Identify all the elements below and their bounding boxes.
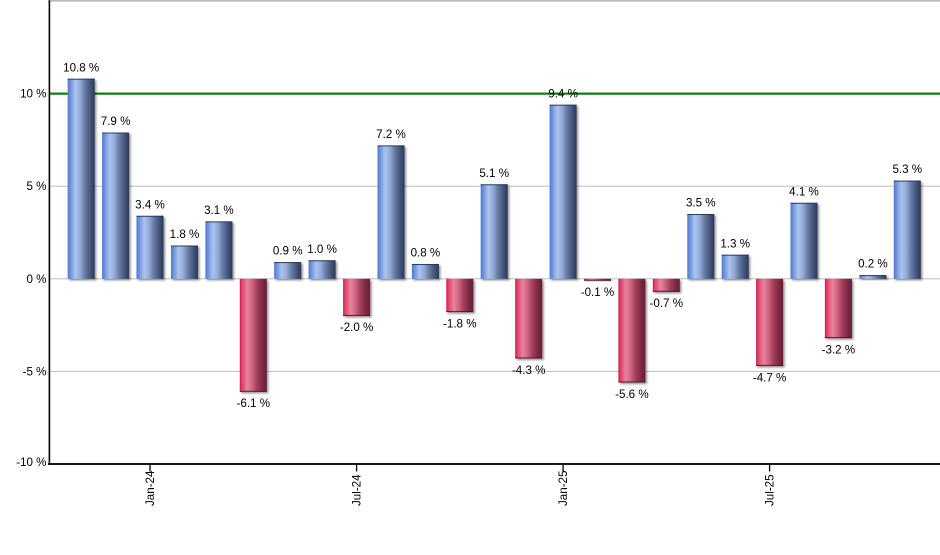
svg-text:5.1 %: 5.1 % [479, 167, 509, 180]
svg-text:-3.2 %: -3.2 % [822, 344, 856, 357]
svg-text:1.8 %: 1.8 % [170, 228, 200, 241]
svg-text:0.2 %: 0.2 % [858, 258, 888, 271]
svg-text:Jul-25: Jul-25 [764, 474, 777, 506]
svg-text:-6.1 %: -6.1 % [237, 397, 271, 410]
svg-text:0 %: 0 % [27, 273, 47, 286]
svg-text:-5 %: -5 % [23, 365, 47, 378]
svg-text:Jan-24: Jan-24 [144, 470, 157, 506]
svg-text:5 %: 5 % [27, 180, 47, 193]
svg-text:-1.8 %: -1.8 % [443, 318, 477, 331]
svg-text:-4.7 %: -4.7 % [753, 371, 787, 384]
svg-text:3.1 %: 3.1 % [204, 204, 234, 217]
svg-text:1.3 %: 1.3 % [720, 237, 750, 250]
svg-text:1.0 %: 1.0 % [307, 243, 337, 256]
svg-text:5.3 %: 5.3 % [892, 163, 922, 176]
svg-text:3.4 %: 3.4 % [135, 198, 165, 211]
svg-text:-4.3 %: -4.3 % [512, 364, 546, 377]
svg-text:0.8 %: 0.8 % [411, 247, 441, 260]
svg-text:Jan-25: Jan-25 [557, 471, 570, 506]
svg-text:-2.0 %: -2.0 % [340, 321, 374, 334]
svg-text:-0.1 %: -0.1 % [581, 286, 615, 299]
svg-text:10 %: 10 % [20, 88, 46, 101]
svg-text:0.9 %: 0.9 % [273, 245, 303, 258]
svg-text:9.4 %: 9.4 % [548, 87, 578, 100]
svg-text:7.9 %: 7.9 % [101, 115, 131, 128]
svg-text:7.2 %: 7.2 % [376, 128, 406, 141]
svg-text:4.1 %: 4.1 % [789, 185, 819, 198]
svg-text:-10 %: -10 % [16, 456, 46, 469]
svg-text:-0.7 %: -0.7 % [650, 297, 684, 310]
svg-text:10.8 %: 10.8 % [63, 61, 99, 74]
svg-text:Jul-24: Jul-24 [351, 474, 364, 506]
svg-text:3.5 %: 3.5 % [686, 197, 716, 210]
svg-text:-5.6 %: -5.6 % [615, 388, 649, 401]
